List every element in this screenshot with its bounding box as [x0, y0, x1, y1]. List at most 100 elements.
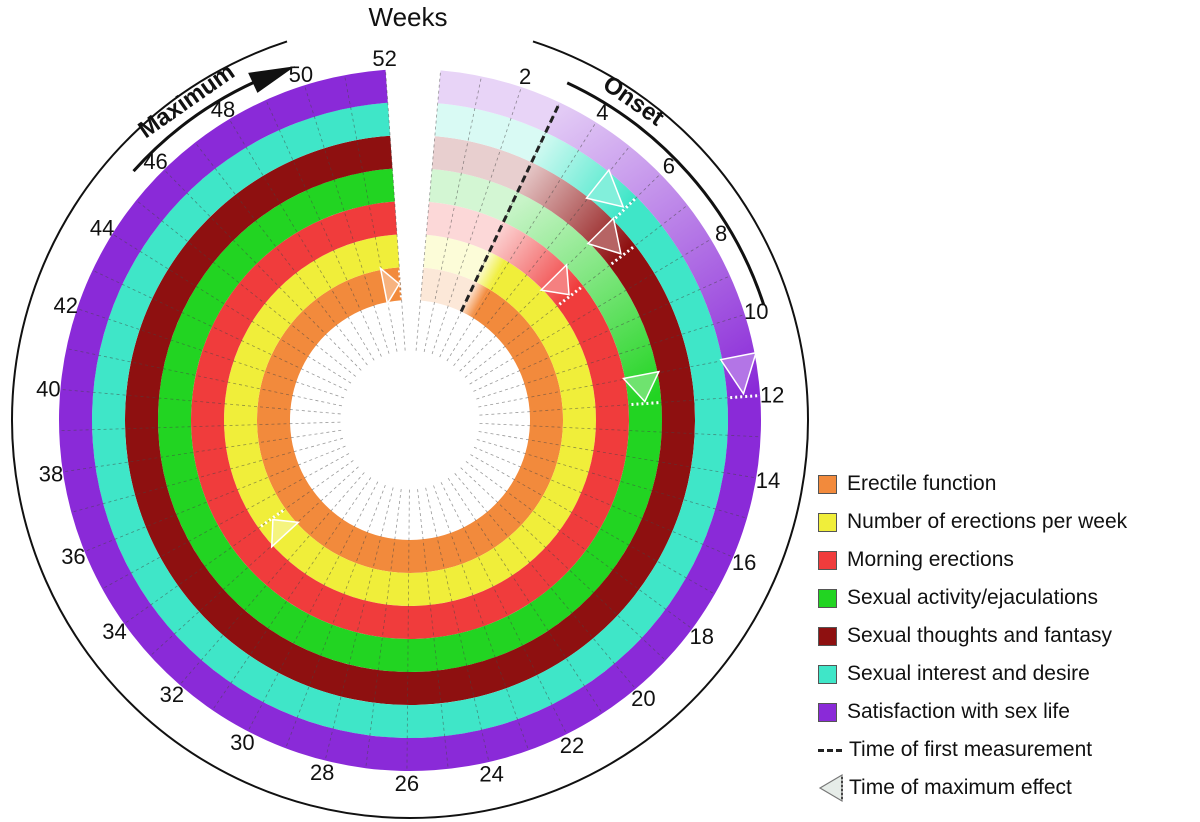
legend-swatch	[818, 626, 837, 646]
legend-item: Erectile function	[818, 465, 1200, 503]
legend-item: Number of erections per week	[818, 503, 1200, 541]
legend-label: Sexual activity/ejaculations	[847, 586, 1098, 609]
week-tick-label: 36	[61, 544, 85, 569]
spokes-layer	[59, 69, 761, 771]
week-tick-label: 26	[395, 771, 419, 796]
legend-label: Sexual interest and desire	[847, 662, 1090, 685]
max-effect-arrow-morning-erections	[539, 263, 570, 296]
legend-item: Satisfaction with sex life	[818, 693, 1200, 731]
legend-item: Sexual interest and desire	[818, 655, 1200, 693]
week-spoke	[469, 238, 712, 385]
week-tick-label: 2	[519, 64, 531, 89]
week-tick-label: 16	[732, 550, 756, 575]
max-effect-arrow-icon	[818, 773, 843, 803]
legend-item-max-effect: Time of maximum effect	[818, 769, 1200, 807]
first-measurement-erectile-function	[459, 280, 477, 313]
legend-label: Time of first measurement	[849, 738, 1093, 761]
week-spoke	[285, 484, 386, 749]
week-tick-label: 30	[230, 730, 254, 755]
ring-pre-sexual-thoughts-and-fantasy	[431, 136, 532, 193]
week-spoke	[228, 118, 375, 361]
first-measurement-sexual-activity-ejaculations	[502, 191, 519, 223]
week-tick-label: 18	[690, 624, 714, 649]
dashed-line-icon	[818, 748, 842, 752]
legend-item: Sexual thoughts and fantasy	[818, 617, 1200, 655]
week-spoke	[324, 487, 394, 761]
week-tick-label: 50	[289, 62, 313, 87]
week-tick-label: 44	[90, 216, 114, 241]
week-spoke	[124, 460, 354, 625]
week-tick-label: 38	[39, 462, 63, 487]
legend-swatch	[818, 550, 837, 570]
week-spoke	[446, 122, 597, 362]
week-spoke	[423, 76, 482, 352]
legend-label: Erectile function	[847, 472, 997, 495]
first-measurement-satisfaction-with-sex-life	[544, 101, 562, 134]
week-spoke	[212, 477, 372, 711]
week-tick-label: 40	[36, 376, 60, 401]
ring-erectile-function	[257, 267, 564, 573]
week-spoke	[60, 389, 341, 415]
rings-layer	[59, 69, 762, 771]
first-measurement-morning-erections	[487, 221, 505, 253]
ring-pre-erectile-function	[420, 267, 476, 312]
week-spoke	[447, 477, 603, 714]
week-spoke	[66, 348, 342, 407]
week-tick-label: 6	[663, 154, 675, 179]
week-spoke	[479, 395, 761, 416]
week-spoke	[431, 87, 522, 355]
legend: Erectile function Number of erections per…	[818, 465, 1200, 807]
legend-label: Satisfaction with sex life	[847, 700, 1070, 723]
week-spoke	[454, 473, 636, 690]
legend-swatch	[818, 664, 837, 684]
maximum-arrow-head	[248, 66, 296, 93]
week-tick-label: 52	[372, 46, 396, 71]
week-tick-label: 46	[143, 149, 167, 174]
week-spoke	[478, 431, 757, 479]
legend-label: Sexual thoughts and fantasy	[847, 624, 1113, 647]
first-measurement-sexual-thoughts-and-fantasy	[516, 161, 533, 193]
outer-frame-circle	[11, 40, 809, 819]
week-tick-label: 28	[310, 760, 334, 785]
max-effect-arrow-satisfaction-with-sex-life	[719, 351, 758, 396]
week-spoke	[179, 472, 365, 686]
legend-item-first-measurement: Time of first measurement	[818, 731, 1200, 769]
max-effect-arrow-number-of-erections-per-week	[270, 518, 301, 549]
week-spoke	[194, 142, 368, 366]
week-spoke	[417, 489, 449, 769]
max-effect-arrow-erectile-function	[379, 266, 401, 306]
week-spoke	[149, 466, 359, 657]
first-measurement-sexual-interest-and-desire	[530, 131, 548, 163]
ring-onset-number-of-erections-per-week	[475, 251, 507, 290]
week-spoke	[136, 199, 356, 377]
week-spoke	[470, 454, 715, 595]
ring-pre-sexual-activity-ejaculations	[429, 168, 518, 222]
week-spoke	[92, 269, 348, 391]
week-spoke	[344, 75, 398, 352]
ring-pre-sexual-interest-and-desire	[434, 103, 546, 163]
week-spoke	[425, 487, 490, 763]
legend-label: Time of maximum effect	[849, 776, 1072, 799]
ring-pre-number-of-erections-per-week	[423, 234, 490, 282]
week-spoke	[406, 489, 410, 771]
week-spoke	[440, 482, 567, 735]
week-spoke	[476, 439, 748, 519]
legend-label: Number of erections per week	[847, 510, 1128, 533]
legend-swatch	[818, 588, 837, 608]
week-spoke	[59, 421, 341, 432]
legend-swatch	[818, 702, 837, 722]
week-tick-label: 24	[479, 762, 503, 787]
legend-swatch	[818, 512, 837, 532]
week-tick-label: 8	[715, 221, 727, 246]
legend-label: Morning erections	[847, 548, 1014, 571]
week-tick-label: 4	[596, 100, 608, 125]
week-spoke	[304, 85, 390, 354]
week-tick-label: 20	[631, 686, 655, 711]
week-spoke	[247, 481, 379, 732]
max-effect-arrow-sexual-thoughts-and-fantasy	[586, 216, 622, 255]
week-tick-label: 22	[560, 733, 584, 758]
legend-item: Sexual activity/ejaculations	[818, 579, 1200, 617]
markers-layer	[260, 101, 758, 549]
ring-pre-morning-erections	[426, 201, 504, 252]
